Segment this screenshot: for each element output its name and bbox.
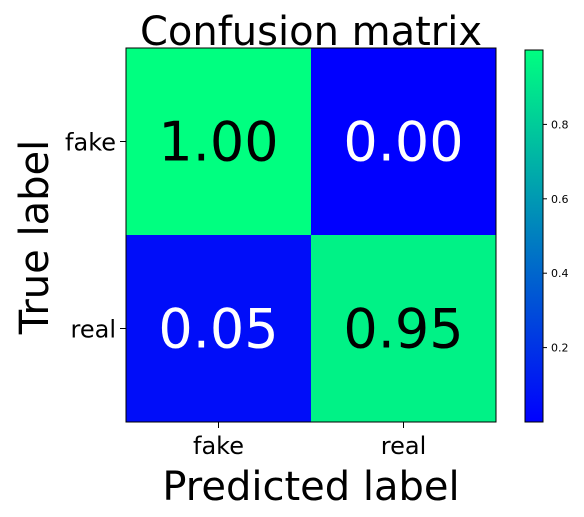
colorbar bbox=[525, 50, 543, 422]
colorbar-tick-label: 0.6 bbox=[551, 193, 569, 206]
y-tick-label: fake bbox=[65, 129, 116, 157]
y-tick-label: real bbox=[71, 316, 116, 344]
x-axis-ticks: fake real bbox=[193, 422, 426, 460]
x-tick-label: real bbox=[381, 432, 426, 460]
colorbar-ticks: 0.2 0.4 0.6 0.8 bbox=[543, 118, 569, 354]
x-axis-label: Predicted label bbox=[162, 464, 459, 510]
y-axis-ticks: fake real bbox=[65, 129, 126, 344]
colorbar-tick-label: 0.8 bbox=[551, 118, 569, 131]
y-axis-label: True label bbox=[12, 140, 58, 335]
cell-value-label: 1.00 bbox=[158, 111, 278, 174]
cell-value-label: 0.05 bbox=[158, 298, 278, 361]
cell-value-label: 0.95 bbox=[343, 298, 463, 361]
x-tick-label: fake bbox=[193, 432, 244, 460]
colorbar-tick-label: 0.4 bbox=[551, 267, 569, 280]
heatmap-cells: 1.00 0.00 0.05 0.95 bbox=[126, 48, 496, 422]
colorbar-tick-label: 0.2 bbox=[551, 342, 569, 355]
cell-value-label: 0.00 bbox=[343, 111, 463, 174]
